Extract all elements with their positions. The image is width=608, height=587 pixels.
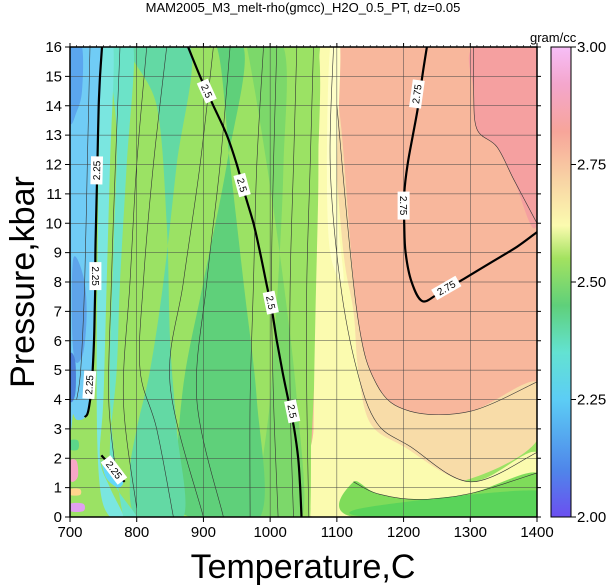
contour-region — [468, 47, 537, 229]
y-tick-label: 6 — [54, 333, 62, 350]
x-tick-label: 1000 — [253, 524, 286, 541]
colorbar-tick-label: 2.00 — [577, 509, 606, 526]
y-tick-label: 12 — [45, 157, 62, 174]
grid — [70, 47, 537, 517]
y-tick-label: 14 — [45, 98, 62, 115]
contour-label-box — [100, 455, 128, 485]
y-tick-label: 3 — [54, 421, 62, 438]
x-tick-label: 1100 — [321, 524, 353, 541]
contour-label-text: 2.5 — [284, 404, 298, 420]
contour-label-box — [397, 191, 410, 220]
chart-title: MAM2005_M3_melt-rho(gmcc)_H2O_0.5_PT, dz… — [146, 0, 461, 15]
y-tick-label: 16 — [45, 39, 62, 56]
y-tick-label: 8 — [54, 274, 62, 291]
contour-region — [70, 459, 79, 482]
x-tick-label: 1300 — [454, 524, 487, 541]
colorbar: gram/cc 2.00 2.25 2.50 2.75 3.00 — [530, 30, 606, 526]
axis-ticks: 700 800 900 1000 1100 1200 1300 140001234567891… — [45, 39, 553, 541]
contour-label-box — [431, 275, 462, 301]
colorbar-tick-label: 2.75 — [577, 157, 606, 174]
minor-contour-line — [336, 105, 537, 416]
y-tick-label: 0 — [54, 509, 62, 526]
contour-label-box — [284, 399, 301, 424]
y-tick-label: 9 — [54, 245, 62, 262]
contour-label-box — [90, 156, 104, 185]
colorbar-tick-label: 3.00 — [577, 39, 606, 56]
contour-region — [71, 256, 87, 363]
x-tick-label: 900 — [191, 524, 216, 541]
y-tick-label: 5 — [54, 362, 62, 379]
y-tick-label: 11 — [46, 186, 62, 203]
y-tick-label: 10 — [45, 215, 62, 232]
contour-region — [70, 47, 84, 125]
colorbar-ticks: 2.00 2.25 2.50 2.75 3.00 — [571, 39, 606, 526]
contour-label: 2.75 — [409, 79, 425, 109]
x-tick-label: 1200 — [387, 524, 420, 541]
minor-contour-line — [353, 472, 537, 500]
colorbar-gradient — [550, 46, 572, 518]
y-tick-label: 15 — [45, 68, 62, 85]
x-tick-label: 800 — [124, 524, 149, 541]
y-tick-label: 2 — [54, 450, 62, 467]
colorbar-unit: gram/cc — [530, 30, 577, 45]
contour-region — [70, 488, 82, 496]
minor-contour-line — [76, 47, 91, 400]
y-tick-label: 7 — [54, 303, 62, 320]
contour-label: 2.5 — [196, 78, 217, 104]
contour-label-text: 2.75 — [397, 196, 408, 216]
contour-label-box — [262, 290, 279, 315]
contour-label-text: 2.25 — [89, 266, 100, 286]
contour-label: 2.75 — [397, 191, 410, 220]
y-axis-title: Pressure,kbar — [4, 176, 42, 388]
plot-area: 2.252.252.252.252.52.52.52.52.752.752.75… — [45, 39, 553, 541]
y-tick-label: 13 — [45, 127, 62, 144]
contour-label-box — [82, 370, 97, 400]
contour-region — [70, 502, 86, 512]
contour-label-text: 2.5 — [234, 177, 248, 194]
contour-label-text: 2.25 — [92, 160, 103, 180]
x-tick-label: 1400 — [520, 524, 553, 541]
x-tick-label: 700 — [57, 524, 82, 541]
contour-label: 2.5 — [284, 399, 301, 424]
major-contour-line — [402, 47, 537, 303]
contour-label-box — [409, 79, 425, 109]
contour-label: 2.25 — [82, 370, 97, 400]
contour-label: 2.25 — [89, 262, 102, 291]
contour-label-box — [196, 78, 217, 104]
colorbar-tick-label: 2.25 — [577, 392, 606, 409]
minor-contour-line — [473, 47, 537, 224]
contour-region — [349, 490, 537, 517]
contour-label-text: 2.5 — [263, 295, 277, 311]
y-tick-label: 1 — [54, 480, 62, 497]
colorbar-tick-label: 2.50 — [577, 274, 606, 291]
contour-region — [70, 352, 76, 403]
contour-label-text: 2.5 — [198, 83, 214, 101]
contour-label: 2.25 — [90, 156, 104, 185]
contour-label: 2.5 — [262, 290, 279, 315]
x-axis-title: Temperature,C — [191, 548, 416, 586]
contour-label-text: 2.75 — [411, 83, 425, 104]
y-tick-label: 4 — [54, 392, 62, 409]
contour-region — [70, 439, 79, 451]
contour-label-box — [233, 172, 251, 198]
major-contour-line — [187, 47, 303, 517]
contour-label: 2.5 — [233, 172, 251, 198]
contour-label-box — [89, 262, 102, 291]
contour-label-text: 2.25 — [84, 374, 96, 395]
